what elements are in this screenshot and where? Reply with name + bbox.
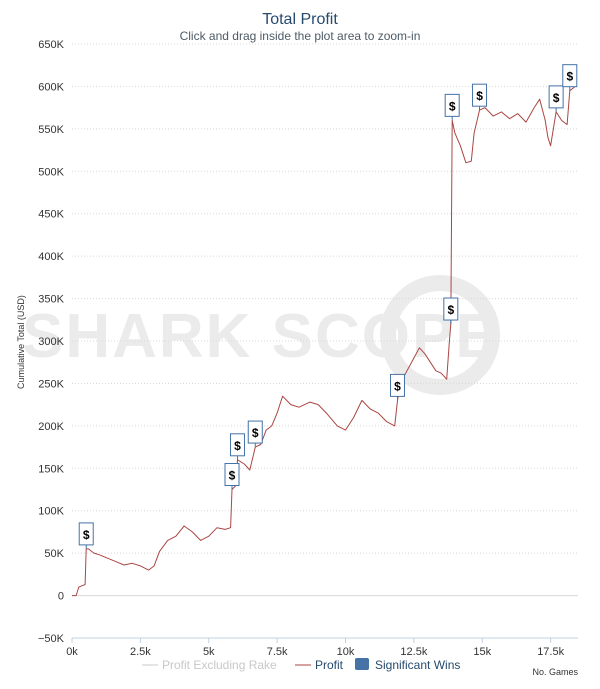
y-axis-label: Cumulative Total (USD) [16, 295, 26, 389]
flag-label: $ [449, 99, 456, 113]
y-tick-label: 500K [38, 166, 64, 178]
flag-box [247, 420, 263, 444]
series-line-profit[interactable] [72, 86, 576, 597]
x-tick-label: 2.5k [130, 646, 151, 658]
gridlines [72, 43, 578, 639]
significant-wins-layer: $ $ $ $ $ $ $ $ $ $ [78, 64, 578, 549]
flag-box [548, 85, 564, 109]
flag-label: $ [553, 91, 560, 105]
significant-win-flag[interactable]: $ [444, 93, 460, 121]
flag-box [224, 463, 240, 486]
legend-label: Significant Wins [375, 658, 460, 672]
significant-win-flag[interactable]: $ [562, 64, 578, 91]
y-tick-label: 250K [38, 378, 64, 390]
y-tick-label: 600K [38, 81, 64, 93]
legend-label: Profit [315, 658, 344, 672]
x-axis-label: No. Games [532, 667, 578, 677]
y-tick-label: 650K [38, 39, 64, 51]
chart-title: Total Profit [262, 11, 338, 28]
legend: Profit Excluding Rake Profit Significant… [142, 658, 460, 672]
flag-box [78, 522, 94, 546]
y-tick-label: 300K [38, 336, 64, 348]
flag-box [229, 433, 245, 457]
flag-label: $ [83, 528, 90, 542]
legend-item-profit-excluding-rake[interactable]: Profit Excluding Rake [142, 658, 277, 672]
significant-win-flag[interactable]: $ [443, 297, 459, 325]
significant-win-flag[interactable]: $ [472, 83, 488, 111]
x-axis-ticks: 0k 2.5k 5k 7.5k 10k 12.5k 15k 17.5k [66, 637, 578, 658]
y-tick-label: −50K [38, 633, 65, 645]
significant-win-flag[interactable]: $ [78, 522, 94, 549]
y-tick-label: 400K [38, 251, 64, 263]
flag-box [443, 297, 459, 321]
y-tick-label: 350K [38, 294, 64, 306]
x-tick-label: 17.5k [537, 646, 564, 658]
significant-win-flag[interactable]: $ [548, 85, 564, 112]
y-tick-label: 0 [58, 591, 64, 603]
flag-label: $ [394, 379, 401, 393]
significant-win-flag[interactable]: $ [389, 373, 405, 401]
chart-subtitle: Click and drag inside the plot area to z… [180, 29, 421, 43]
watermark-text: SHARK SCOPE [22, 302, 499, 371]
flag-label: $ [476, 89, 483, 103]
flag-box [444, 93, 460, 117]
legend-item-profit[interactable]: Profit [295, 658, 344, 672]
y-tick-label: 50K [44, 548, 64, 560]
significant-win-flag[interactable]: $ [229, 433, 245, 460]
flag-box [472, 83, 488, 107]
y-tick-label: 200K [38, 421, 64, 433]
watermark-ring [380, 275, 500, 395]
legend-item-significant-wins[interactable]: Significant Wins [355, 658, 460, 672]
flag-box [389, 373, 405, 397]
legend-square-icon [355, 658, 369, 670]
watermark: SHARK SCOPE [22, 275, 500, 395]
legend-label: Profit Excluding Rake [162, 658, 277, 672]
significant-win-flag[interactable]: $ [224, 463, 240, 490]
x-tick-label: 12.5k [400, 646, 427, 658]
y-tick-label: 450K [38, 209, 64, 221]
y-tick-label: 100K [38, 506, 64, 518]
x-tick-label: 0k [66, 646, 78, 658]
flag-label: $ [229, 469, 236, 483]
flag-label: $ [447, 303, 454, 317]
y-tick-label: 550K [38, 124, 64, 136]
y-tick-label: 150K [38, 463, 64, 475]
flag-box [562, 64, 578, 88]
x-tick-label: 5k [203, 646, 215, 658]
flag-label: $ [252, 426, 259, 440]
x-tick-label: 7.5k [267, 646, 288, 658]
y-axis-ticks: −50K 0 50K 100K 150K 200K 250K 300K 350K 400K 450K… [38, 39, 65, 645]
flag-label: $ [234, 439, 241, 453]
series-layer [72, 86, 576, 597]
significant-win-flag[interactable]: $ [247, 420, 263, 448]
x-tick-label: 15k [473, 646, 491, 658]
flag-label: $ [566, 70, 573, 84]
x-tick-label: 10k [337, 646, 355, 658]
